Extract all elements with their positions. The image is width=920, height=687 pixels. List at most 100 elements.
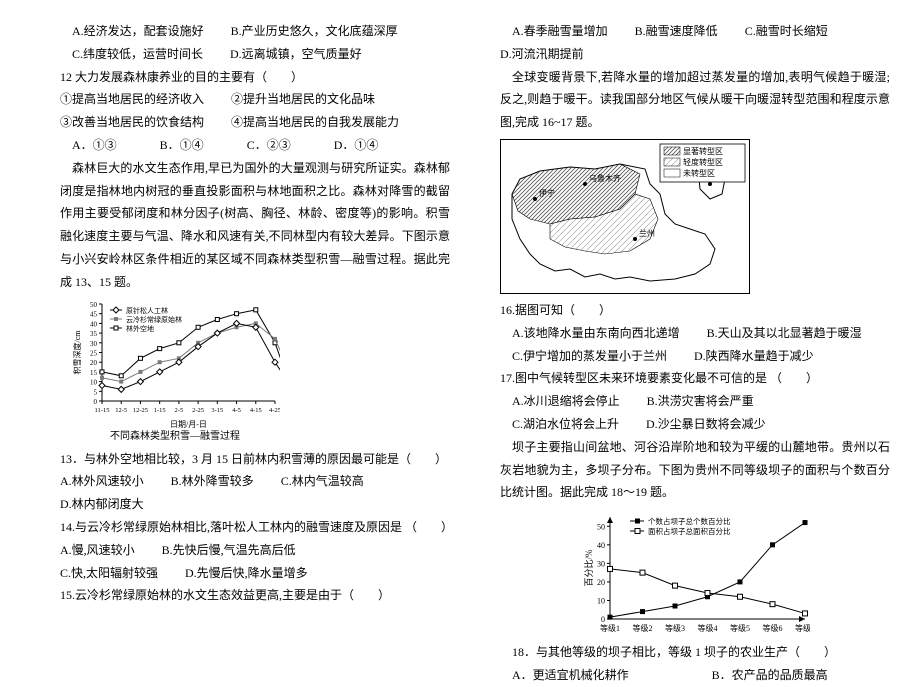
q11-opt-c: C.纬度较低，运营时间长 [72,47,203,61]
q13-opt-a: A.林外风速较小 [60,474,144,488]
q15c-opt-d: D.河流汛期提前 [500,47,584,61]
svg-text:林外空地: 林外空地 [126,324,154,333]
q18-options: A．更适宜机械化耕作 B．农产品的品质最高 [500,664,890,687]
q14-opt-c: C.快,太阳辐射较强 [60,566,158,580]
svg-text:云冷杉常绿原始林: 云冷杉常绿原始林 [126,315,182,324]
bazi-chart: 01020304050等级1等级2等级3等级4等级5等级6等级7百分比/%个数占… [580,509,810,639]
snow-chart-caption: 不同森林类型积雪—融雪过程 [70,427,280,446]
q16-options-row2: C.伊宁增加的蒸发量小于兰州 D.陕西降水量趋于减少 [500,345,890,368]
svg-text:30: 30 [597,560,605,569]
q12-item-2: ②提升当地居民的文化品味 [231,92,375,106]
svg-text:面积占坝子总面积百分比: 面积占坝子总面积百分比 [648,526,731,536]
q15c-opt-b: B.融雪速度降低 [635,24,718,38]
svg-text:40: 40 [90,320,98,328]
passage-13-15: 森林巨大的水文生态作用,早已为国外的大量观测与研究所证实。森林郁闭度是指林地内树… [60,157,450,294]
svg-text:50: 50 [597,522,605,531]
climate-map-svg: 乌鲁木齐伊宁兰州沈阳显著转型区轻度转型区未转型区 [500,139,750,294]
svg-text:等级4: 等级4 [698,623,718,633]
svg-text:显著转型区: 显著转型区 [683,146,723,156]
q14-options-row2: C.快,太阳辐射较强 D.先慢后快,降水量增多 [60,562,450,585]
svg-text:等级6: 等级6 [763,623,783,633]
passage-16-17: 全球变暖背景下,若降水量的增加超过蒸发量的增加,表明气候趋于暖湿;反之,则趋于暖… [500,66,890,134]
svg-text:11-15: 11-15 [95,407,110,414]
svg-text:15: 15 [90,368,98,376]
q12-stem: 12 大力发展森林康养业的目的主要有（ ） [60,66,450,89]
svg-text:35: 35 [90,330,98,338]
q11-opt-a: A.经济发达，配套设施好 [72,24,204,38]
q18-opt-b: B．农产品的品质最高 [712,668,828,682]
q14-options-row1: A.慢,风速较小 B.先快后慢,气温先高后低 [60,539,450,562]
svg-text:20: 20 [90,359,98,367]
q14-stem: 14.与云冷杉常绿原始林相比,落叶松人工林内的融雪速度及原因是 （ ） [60,516,450,539]
svg-text:等级3: 等级3 [665,623,685,633]
svg-text:2-5: 2-5 [175,407,184,414]
q12-item-4: ④提高当地居民的自我发展能力 [231,115,399,129]
bazi-chart-svg: 01020304050等级1等级2等级3等级4等级5等级6等级7百分比/%个数占… [580,509,810,639]
svg-text:0: 0 [601,615,605,624]
svg-text:40: 40 [597,541,605,550]
q16-stem: 16.据图可知（ ） [500,299,890,322]
q18-stem: 18．与其他等级的坝子相比，等级 1 坝子的农业生产（ ） [500,641,890,664]
svg-text:25: 25 [90,349,98,357]
q17-options-row2: C.湖泊水位将会上升 D.沙尘暴日数将会减少 [500,413,890,436]
svg-text:等级7: 等级7 [795,623,810,633]
svg-text:0: 0 [94,398,98,406]
svg-text:12-5: 12-5 [115,407,127,414]
snow-chart: 0510152025303540455011-1512-512-251-152-… [70,299,280,446]
q13-options: A.林外风速较小 B.林外降雪较多 C.林内气温较高 D.林内郁闭度大 [60,470,450,516]
q17-options-row1: A.冰川退缩将会停止 B.洪涝灾害将会严重 [500,390,890,413]
q11-options-row1: A.经济发达，配套设施好 B.产业历史悠久，文化底蕴深厚 [60,20,450,43]
svg-text:10: 10 [597,597,605,606]
svg-text:20: 20 [597,578,605,587]
svg-text:等级2: 等级2 [633,623,653,633]
q12-options: A．①③ B．①④ C．②③ D．①④ [60,134,450,157]
svg-text:个数占坝子总个数百分比: 个数占坝子总个数百分比 [648,516,731,526]
q16-opt-c: C.伊宁增加的蒸发量小于兰州 [512,349,667,363]
q13-stem: 13．与林外空地相比较，3 月 15 日前林内积雪薄的原因最可能是（ ） [60,448,450,471]
q17-stem: 17.图中气候转型区未来环境要素变化最不可信的是 （ ） [500,367,890,390]
page: A.经济发达，配套设施好 B.产业历史悠久，文化底蕴深厚 C.纬度较低，运营时间… [0,0,920,649]
q14-opt-b: B.先快后慢,气温先高后低 [162,543,296,557]
svg-text:10: 10 [90,378,98,386]
climate-map: 乌鲁木齐伊宁兰州沈阳显著转型区轻度转型区未转型区 [500,139,750,294]
q12-items-row2: ③改善当地居民的饮食结构 ④提高当地居民的自我发展能力 [60,111,450,134]
svg-text:4-15: 4-15 [250,407,262,414]
svg-text:45: 45 [90,310,98,318]
svg-text:伊宁: 伊宁 [539,188,555,198]
svg-text:50: 50 [90,301,98,309]
q15c-opt-a: A.春季融雪量增加 [512,24,608,38]
svg-text:原针松人工林: 原针松人工林 [126,306,168,315]
svg-text:等级5: 等级5 [730,623,750,633]
q14-opt-a: A.慢,风速较小 [60,543,135,557]
svg-text:等级1: 等级1 [600,623,620,633]
q12-opt-c: C．②③ [247,138,291,152]
q11-opt-b: B.产业历史悠久，文化底蕴深厚 [231,24,398,38]
svg-text:5: 5 [94,388,98,396]
q12-item-1: ①提高当地居民的经济收入 [60,92,204,106]
left-column: A.经济发达，配套设施好 B.产业历史悠久，文化底蕴深厚 C.纬度较低，运营时间… [60,20,475,619]
q13-opt-d: D.林内郁闭度大 [60,497,144,511]
q16-opt-a: A.该地降水量由东南向西北递增 [512,326,680,340]
svg-text:12-25: 12-25 [133,407,148,414]
svg-text:轻度转型区: 轻度转型区 [683,157,723,167]
q14-opt-d: D.先慢后快,降水量增多 [185,566,308,580]
svg-text:未转型区: 未转型区 [683,168,715,178]
snow-chart-svg: 0510152025303540455011-1512-512-251-152-… [70,299,280,429]
svg-text:1-15: 1-15 [154,407,166,414]
svg-text:4-25: 4-25 [269,407,280,414]
q16-options-row1: A.该地降水量由东南向西北递增 B.天山及其以北显著趋于暖湿 [500,322,890,345]
passage-18-19: 坝子主要指山间盆地、河谷沿岸阶地和较为平缓的山麓地带。贵州以石灰岩地貌为主，多坝… [500,436,890,504]
q17-opt-d: D.沙尘暴日数将会减少 [646,417,766,431]
q12-opt-b: B．①④ [160,138,204,152]
q17-opt-c: C.湖泊水位将会上升 [512,417,619,431]
q16-opt-d: D.陕西降水量趋于减少 [694,349,814,363]
q13-opt-b: B.林外降雪较多 [171,474,254,488]
svg-text:4-5: 4-5 [232,407,241,414]
svg-text:兰州: 兰州 [639,228,655,238]
q15c-opt-c: C.融雪时长缩短 [745,24,828,38]
q13-opt-c: C.林内气温较高 [281,474,364,488]
svg-text:乌鲁木齐: 乌鲁木齐 [589,173,621,183]
q15-stem: 15.云冷杉常绿原始林的水文生态效益更高,主要是由于（ ） [60,584,450,607]
svg-text:3-15: 3-15 [211,407,223,414]
q12-item-3: ③改善当地居民的饮食结构 [60,115,204,129]
